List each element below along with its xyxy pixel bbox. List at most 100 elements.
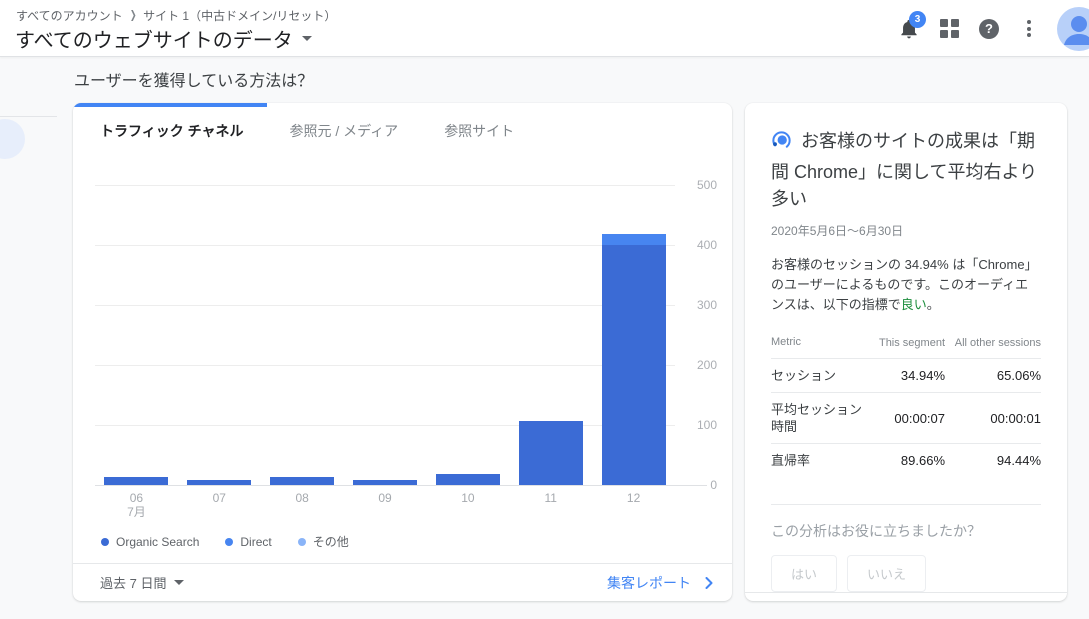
feedback-question: この分析はお役に立ちましたか？	[771, 523, 981, 539]
breadcrumb-site[interactable]: サイト 1（中古ドメイン/リセット）	[143, 9, 337, 23]
bar-10[interactable]	[435, 473, 500, 485]
breadcrumb-account[interactable]: すべてのアカウント	[16, 9, 123, 23]
legend-label: Direct	[240, 534, 272, 549]
left-divider	[0, 116, 57, 117]
col-header-others: All other sessions	[954, 336, 1041, 349]
x-tick-07: 07	[212, 491, 226, 505]
legend-item-その他: その他	[297, 533, 349, 550]
feedback-section: この分析はお役に立ちましたか？ はい いいえ	[771, 504, 1041, 592]
tab-2[interactable]: 参照サイト	[444, 123, 515, 139]
metric-label: 平均セッション時間	[771, 402, 863, 434]
grid-icon	[939, 19, 959, 38]
metric-value: 94.44%	[996, 453, 1041, 468]
metric-value: 34.94%	[900, 368, 945, 383]
x-tick-06: 06 7月	[127, 491, 146, 519]
help-button[interactable]: ?	[969, 9, 1009, 49]
bar-08[interactable]	[270, 477, 335, 485]
insight-card: お客様のサイトの成果は「期間 Chrome」に関して平均右より多い 2020年5…	[745, 103, 1067, 601]
acquisition-report-link[interactable]: 集客レポート	[607, 573, 713, 593]
tab-0[interactable]: トラフィック チャネル	[100, 123, 244, 139]
y-tick-300: 300	[696, 298, 717, 312]
y-tick-200: 200	[696, 358, 717, 372]
x-tick-09: 09	[378, 491, 392, 505]
chevron-right-icon	[705, 576, 713, 589]
x-axis-labels: 06 7月 07 08 09 10 11 12	[95, 491, 675, 519]
main-content: ユーザーを獲得している方法は？ トラフィック チャネル 参照元 / メディア 参照サ…	[0, 57, 1089, 619]
three-dot-icon	[1027, 18, 1031, 40]
col-header-metric: Metric	[771, 336, 801, 348]
gridline-300	[95, 305, 675, 306]
gridline-200	[95, 365, 675, 366]
insight-date-range: 2020年5月6日〜6月30日	[771, 224, 904, 238]
bar-07[interactable]	[187, 479, 252, 485]
feedback-no-button[interactable]: いいえ	[847, 555, 927, 592]
insight-body-text: お客様のセッションの 34.94% は「Chrome」のユーザーによるものです。…	[771, 255, 1041, 315]
gridline-500	[95, 185, 675, 186]
insight-text-highlight: 良い	[900, 297, 927, 312]
bar-12[interactable]	[601, 234, 666, 485]
feedback-yes-button[interactable]: はい	[771, 555, 838, 592]
x-tick-11: 11	[544, 491, 557, 505]
bar-segment-12-Organic Search	[601, 245, 666, 485]
legend-label: その他	[312, 535, 349, 549]
apps-grid-button[interactable]	[929, 9, 969, 49]
metric-row-2: 直帰率 89.66% 94.44%	[771, 444, 1041, 477]
y-tick-0: 0	[710, 478, 717, 492]
y-axis-labels: 0 100 200 300 400 500	[675, 178, 727, 492]
insight-title: お客様のサイトの成果は「期間 Chrome」に関して平均右より多い	[771, 128, 1041, 213]
traffic-tabs: トラフィック チャネル 参照元 / メディア 参照サイト	[73, 103, 732, 155]
property-selector[interactable]: すべてのウェブサイトのデータ	[15, 24, 312, 53]
insight-text-after: 。	[926, 297, 940, 312]
legend-item-Direct: Direct	[225, 534, 272, 549]
gridline-400	[95, 245, 675, 246]
bar-segment-10-Organic Search	[435, 473, 500, 485]
breadcrumb-chevron-icon: ❯	[129, 9, 137, 22]
bar-06[interactable]	[104, 476, 169, 485]
analytics-intelligence-icon	[771, 130, 792, 159]
traffic-card-footer: 過去 7 日間 集客レポート	[73, 563, 732, 601]
metric-value: 89.66%	[900, 453, 945, 468]
notifications-button[interactable]: 3	[889, 9, 929, 49]
bar-09[interactable]	[353, 480, 417, 485]
bar-segment-06-Organic Search	[104, 476, 169, 485]
gridline-100	[95, 425, 675, 426]
active-tab-indicator	[73, 103, 267, 107]
date-range-selector[interactable]: 過去 7 日間	[100, 573, 185, 592]
legend-dot	[101, 537, 109, 546]
legend-item-Organic Search: Organic Search	[101, 535, 199, 549]
bar-segment-08-Organic Search	[270, 477, 335, 485]
chart-bars	[95, 185, 675, 485]
tab-1[interactable]: 参照元 / メディア	[289, 123, 399, 139]
chart-legend: Organic Search Direct その他	[101, 533, 732, 550]
bar-segment-07-Organic Search	[187, 479, 252, 485]
legend-dot	[225, 537, 234, 546]
metric-value: 00:00:07	[894, 410, 945, 426]
property-title: すべてのウェブサイトのデータ	[15, 30, 293, 52]
insight-text-before: お客様のセッションの 34.94% は「Chrome」のユーザーによるものです。…	[771, 257, 1038, 312]
account-avatar[interactable]	[1057, 6, 1089, 51]
chevron-down-icon	[301, 36, 312, 41]
app-header: すべてのアカウント ❯ サイト 1（中古ドメイン/リセット） すべてのウェブサイ…	[0, 0, 1089, 57]
bar-11[interactable]	[518, 420, 583, 485]
notification-badge: 3	[909, 10, 926, 28]
date-range-label: 過去 7 日間	[100, 576, 167, 591]
insight-title-text: お客様のサイトの成果は「期間 Chrome」に関して平均右より多い	[771, 131, 1038, 209]
y-tick-400: 400	[696, 238, 717, 252]
bar-chart: 0 100 200 300 400 500 06 7月 07 08 09 10 11 12	[95, 178, 732, 523]
overflow-menu-button[interactable]	[1009, 9, 1049, 49]
insight-card-footer: その他の分析情報	[745, 592, 1067, 601]
x-tick-10: 10	[461, 491, 475, 505]
help-icon: ?	[979, 18, 999, 39]
chevron-down-icon	[174, 580, 185, 585]
col-header-segment: This segment	[878, 336, 945, 349]
sidebar-hover-circle	[0, 119, 25, 159]
breadcrumb: すべてのアカウント ❯ サイト 1（中古ドメイン/リセット）	[16, 7, 336, 24]
metric-value: 00:00:01	[990, 410, 1041, 426]
metrics-table: Metric This segment All other sessions セ…	[771, 330, 1041, 477]
legend-dot	[297, 537, 306, 546]
x-tick-12: 12	[626, 491, 641, 505]
metric-value: 65.06%	[996, 368, 1041, 383]
x-axis-line	[95, 485, 707, 486]
y-tick-500: 500	[696, 178, 717, 192]
metric-row-1: 平均セッション時間 00:00:07 00:00:01	[771, 393, 1041, 444]
